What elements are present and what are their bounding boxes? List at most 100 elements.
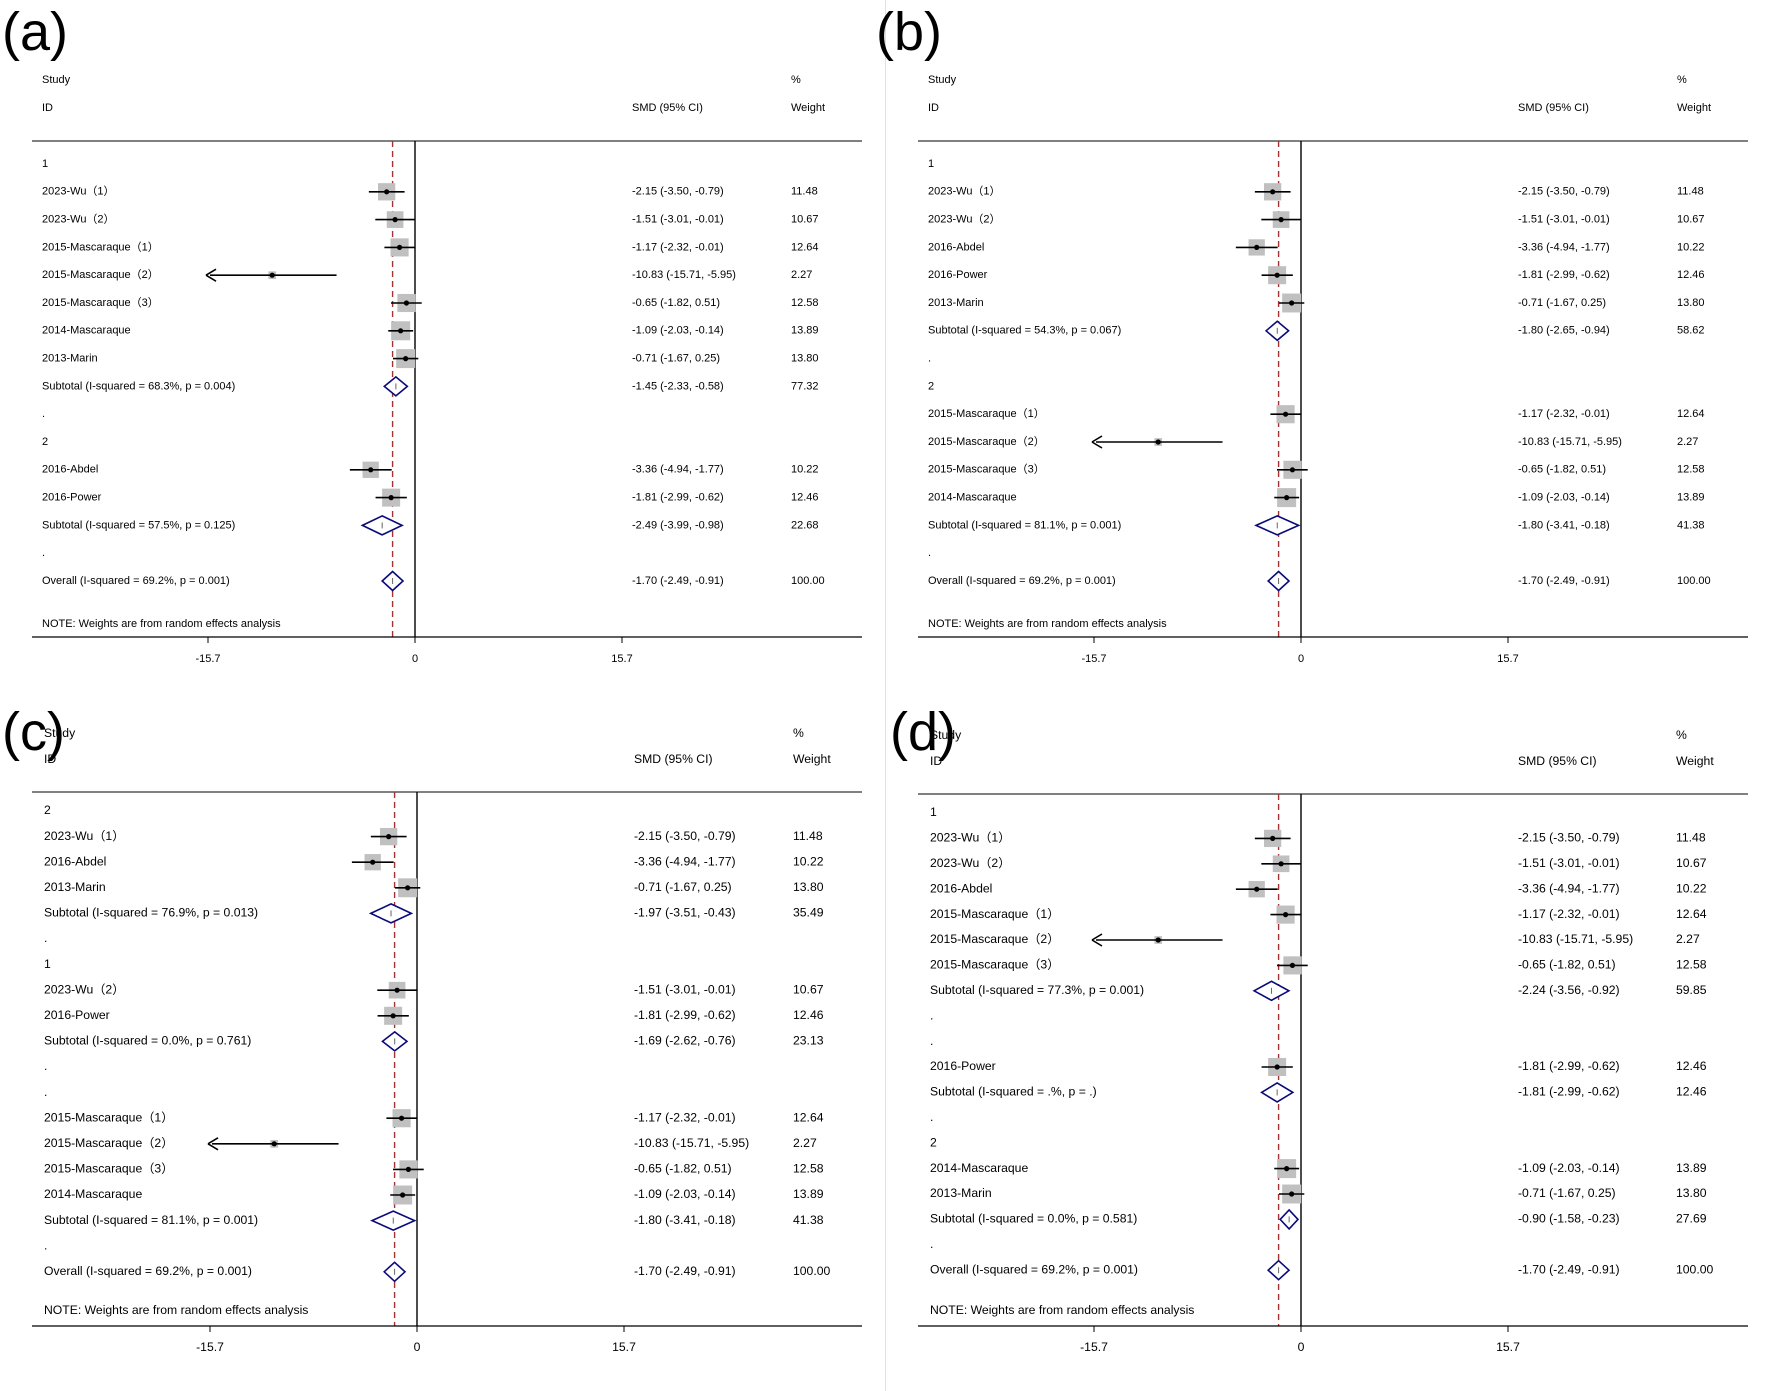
study-ci-value: -2.15 (-3.50, -0.79) <box>632 186 724 198</box>
study-row-label: 2014-Mascaraque <box>930 1161 1028 1175</box>
panel-label: (b) <box>876 2 942 62</box>
subtotal-ci-value: -1.70 (-2.49, -0.91) <box>634 1264 736 1278</box>
study-weight-value: 12.46 <box>791 492 819 504</box>
forest-panel-a: (a) Study ID SMD (95% CI)% Weight 1 2023-Wu（1… <box>0 0 886 700</box>
study-point-estimate <box>403 300 410 306</box>
subtotal-row-label: Subtotal (I-squared = 0.0%, p = 0.761) <box>44 1034 251 1048</box>
study-ci-value: -0.65 (-1.82, 0.51) <box>1518 464 1606 476</box>
header-study: Study <box>930 728 962 742</box>
study-weight-value: 13.80 <box>1677 297 1705 309</box>
study-weight-value: 10.22 <box>791 464 819 476</box>
study-ci-value: -10.83 (-15.71, -5.95) <box>1518 932 1633 946</box>
study-weight-value: 10.67 <box>1676 856 1707 870</box>
study-ci-value: -1.17 (-2.32, -0.01) <box>634 1110 736 1124</box>
subtotal-row-label: Subtotal (I-squared = .%, p = .) <box>930 1085 1097 1099</box>
study-ci-value: -1.51 (-3.01, -0.01) <box>1518 856 1620 870</box>
study-point-estimate <box>1274 272 1280 278</box>
subtotal-ci-value: -2.49 (-3.99, -0.98) <box>632 519 724 531</box>
study-row-label: 2014-Mascaraque <box>42 325 131 337</box>
study-row-label: 2014-Mascaraque <box>44 1187 142 1201</box>
study-point-estimate <box>398 1115 405 1121</box>
study-row-label: 2015-Mascaraque（3） <box>44 1162 173 1176</box>
study-row-label: 2013-Marin <box>42 353 98 365</box>
forest-plot-d: Study ID SMD (95% CI)% Weight 1 2023-Wu（1） -2.… <box>918 728 1748 1354</box>
study-weight-value: 13.89 <box>1676 1161 1707 1175</box>
study-row-label: 2015-Mascaraque（3） <box>928 463 1045 476</box>
subtotal-weight-value: 59.85 <box>1676 983 1707 997</box>
subtotal-ci-value: -0.90 (-1.58, -0.23) <box>1518 1212 1620 1226</box>
header-study: Study <box>928 74 957 86</box>
subtotal-ci-value: -2.24 (-3.56, -0.92) <box>1518 983 1620 997</box>
subtotal-row-label: Subtotal (I-squared = 0.0%, p = 0.581) <box>930 1212 1137 1226</box>
header-smd-ci: SMD (95% CI) <box>634 752 713 766</box>
subtotal-weight-value: 41.38 <box>793 1213 824 1227</box>
study-weight-value: 13.80 <box>1676 1186 1707 1200</box>
study-ci-value: -1.81 (-2.99, -0.62) <box>1518 269 1610 281</box>
study-row-label: 2016-Power <box>42 492 102 504</box>
study-ci-value: -2.15 (-3.50, -0.79) <box>1518 186 1610 198</box>
header-id: ID <box>930 754 942 768</box>
study-point-estimate <box>1155 937 1161 943</box>
study-weight-value: 11.48 <box>1676 831 1706 845</box>
study-row-label: 2023-Wu（2） <box>42 213 115 226</box>
weights-note: NOTE: Weights are from random effects an… <box>44 1303 308 1317</box>
subtotal-weight-value: 100.00 <box>791 575 825 587</box>
study-ci-value: -1.51 (-3.01, -0.01) <box>1518 214 1610 226</box>
study-ci-value: -2.15 (-3.50, -0.79) <box>634 829 736 843</box>
study-ci-value: -1.81 (-2.99, -0.62) <box>634 1008 736 1022</box>
study-weight-value: 12.64 <box>791 241 819 253</box>
dot-row-label: . <box>42 547 45 559</box>
x-tick-label: 0 <box>1298 1340 1305 1354</box>
study-ci-value: -0.65 (-1.82, 0.51) <box>632 297 720 309</box>
study-point-estimate <box>386 834 392 840</box>
study-weight-value: 10.22 <box>1677 241 1705 253</box>
x-tick-label: 15.7 <box>1496 1340 1520 1354</box>
study-weight-value: 13.89 <box>793 1187 824 1201</box>
study-weight-value: 10.67 <box>793 982 824 996</box>
study-point-estimate <box>1278 861 1284 867</box>
panel-label: (c) <box>2 702 65 762</box>
study-point-estimate <box>1278 217 1284 223</box>
study-weight-value: 12.64 <box>1676 907 1707 921</box>
header-id: ID <box>42 102 53 114</box>
study-ci-value: -0.65 (-1.82, 0.51) <box>1518 958 1616 972</box>
study-row-label: 2023-Wu（1） <box>44 829 124 843</box>
subtotal-weight-value: 100.00 <box>1677 575 1711 587</box>
study-point-estimate <box>1282 411 1289 417</box>
subtotal-weight-value: 12.46 <box>1676 1085 1707 1099</box>
header-weight: Weight <box>1676 754 1714 768</box>
forest-panel-c: (c) Study ID SMD (95% CI)% Weight 2 2023-Wu（1… <box>0 700 886 1391</box>
study-row-label: 2015-Mascaraque（2） <box>928 435 1045 448</box>
group-row-label: 2 <box>928 380 934 392</box>
x-tick-label: -15.7 <box>1081 653 1106 665</box>
study-weight-value: 11.48 <box>1677 186 1704 198</box>
weights-note: NOTE: Weights are from random effects an… <box>42 618 281 630</box>
study-point-estimate <box>269 272 275 278</box>
dot-row-label: . <box>930 1237 933 1251</box>
header-smd-ci: SMD (95% CI) <box>632 102 703 114</box>
x-tick-label: -15.7 <box>196 1340 224 1354</box>
x-tick-label: 0 <box>414 1340 421 1354</box>
study-row-label: 2016-Abdel <box>928 241 984 253</box>
subtotal-weight-value: 77.32 <box>791 380 819 392</box>
group-row-label: 1 <box>42 158 48 170</box>
study-ci-value: -0.71 (-1.67, 0.25) <box>1518 1186 1616 1200</box>
study-ci-value: -3.36 (-4.94, -1.77) <box>632 464 724 476</box>
study-point-estimate <box>1270 189 1276 195</box>
study-point-estimate <box>388 495 394 501</box>
study-row-label: 2015-Mascaraque（1） <box>42 240 159 253</box>
panel-label: (a) <box>2 2 68 62</box>
subtotal-ci-value: -1.81 (-2.99, -0.62) <box>1518 1085 1620 1099</box>
weights-note: NOTE: Weights are from random effects an… <box>930 1303 1194 1317</box>
study-row-label: 2016-Abdel <box>42 464 98 476</box>
subtotal-row-label: Overall (I-squared = 69.2%, p = 0.001) <box>928 575 1116 587</box>
subtotal-weight-value: 22.68 <box>791 519 819 531</box>
study-weight-value: 12.46 <box>1677 269 1705 281</box>
study-ci-value: -1.09 (-2.03, -0.14) <box>1518 492 1610 504</box>
dot-row-label: . <box>44 1238 47 1252</box>
study-point-estimate <box>405 885 411 891</box>
study-point-estimate <box>1289 962 1296 968</box>
study-row-label: 2013-Marin <box>930 1186 992 1200</box>
study-row-label: 2016-Power <box>928 269 988 281</box>
study-point-estimate <box>1284 495 1290 501</box>
